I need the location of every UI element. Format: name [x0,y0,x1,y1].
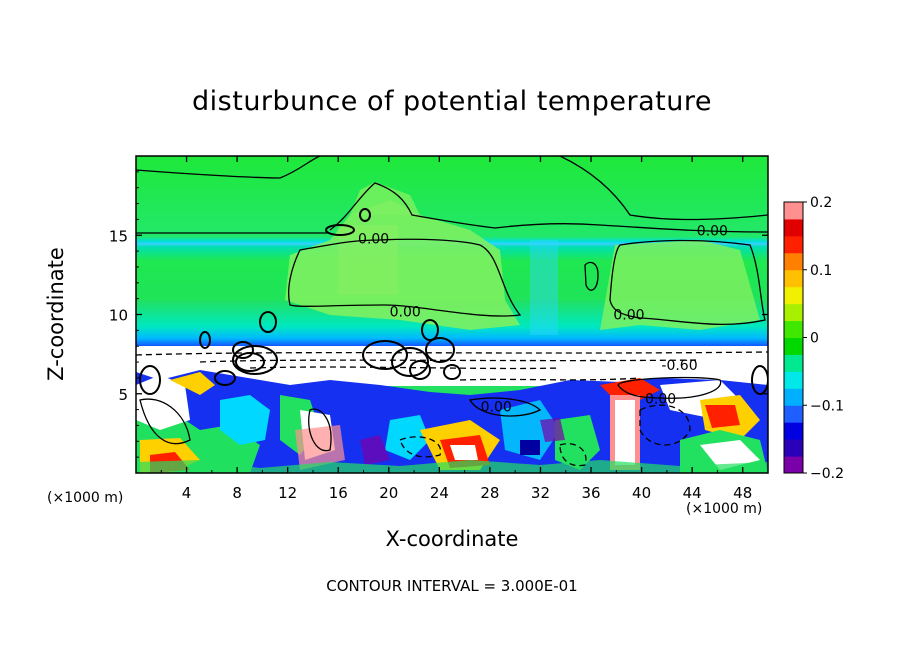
contour-label: -0.60 [661,358,697,374]
colorbar-swatch [784,405,803,423]
contour-label: 0.00 [697,223,728,239]
contour-label: 0.00 [390,304,421,320]
colorbar-swatch [784,456,803,474]
colorbar-swatch [784,422,803,440]
colorbar-tick-label: 0 [810,331,819,347]
x-tick-label: 40 [632,484,651,502]
colorbar: 0.2 0.1 0 −0.1 −0.2 [783,195,844,482]
x-tick-label: 12 [278,484,297,502]
colorbar-swatch [784,371,803,389]
contour-label: 0.00 [645,392,676,408]
heatmap-field [136,156,768,473]
x-tick-label: 4 [182,484,192,502]
colorbar-swatch [784,202,803,220]
chart-title: disturbunce of potential temperature [192,86,712,117]
colorbar-swatch [784,252,803,271]
colorbar-swatch [784,218,803,237]
colorbar-tick-label: −0.1 [810,398,844,414]
x-tick-label: 36 [581,484,600,502]
contour-interval-note: CONTOUR INTERVAL = 3.000E-01 [326,577,578,595]
x-axis-label: X-coordinate [385,527,519,551]
colorbar-swatch [784,269,803,288]
x-tick-label: 32 [531,484,550,502]
x-tick-label: 8 [232,484,242,502]
y-tick-label: 5 [118,386,128,404]
colorbar-swatch [784,286,803,305]
x-tick-label: 24 [430,484,449,502]
colorbar-swatch [784,439,803,457]
contour-label: 0.00 [358,231,389,247]
colorbar-swatch [784,354,803,372]
colorbar-tick-label: −0.2 [810,466,844,482]
x-tick-label: 28 [480,484,499,502]
colorbar-swatch [784,303,803,322]
x-tick-label: 16 [329,484,348,502]
contour-label: 0.00 [613,308,644,324]
x-unit-left: (×1000 m) [47,490,124,506]
y-tick-label: 15 [109,227,128,245]
x-tick-label: 44 [683,484,702,502]
x-unit-right: (×1000 m) [686,501,763,517]
colorbar-swatch [784,388,803,406]
colorbar-swatch [784,235,803,254]
x-tick-label: 20 [379,484,398,502]
colorbar-swatch [784,320,803,338]
contour-labels: 0.00 0.00 0.00 0.00 -0.60 0.00 0.00 [358,223,728,415]
colorbar-swatch [784,337,803,355]
colorbar-tick-label: 0.2 [810,195,832,211]
contour-label: 0.00 [481,399,512,415]
x-axis-ticks: 4 8 12 16 20 24 28 32 36 40 44 48 [160,156,752,502]
y-axis-ticks: 5 10 15 [109,171,768,458]
x-tick-label: 48 [733,484,752,502]
colorbar-tick-label: 0.1 [810,263,832,279]
y-tick-label: 10 [109,307,128,325]
